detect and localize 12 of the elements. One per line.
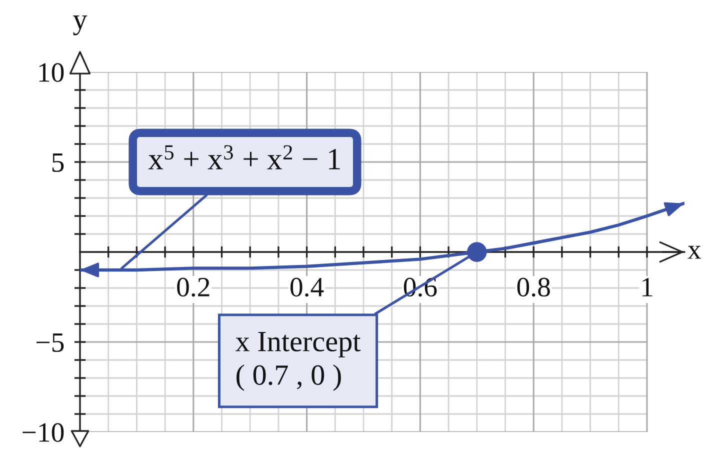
x-axis-title: x [688,246,701,259]
annotation: x Intercept ( 0.7 , 0 ) [236,332,361,391]
x-tick-label: 0.2 [177,278,210,297]
y-tick-label: 5 [52,153,64,172]
y-tick-label: −10 [22,423,64,442]
x-tick-label: 0.8 [517,278,550,297]
y-tick-label: 10 [39,63,64,82]
y-tick-label: −5 [36,333,64,352]
x-tick-label: 1 [642,278,652,296]
x-tick-label: 0.4 [290,278,324,297]
annotation: x$^{5}$ + x$^{3}$ + x$^{2}$ − 1 [148,145,340,170]
y-axis-title: y [73,16,88,36]
